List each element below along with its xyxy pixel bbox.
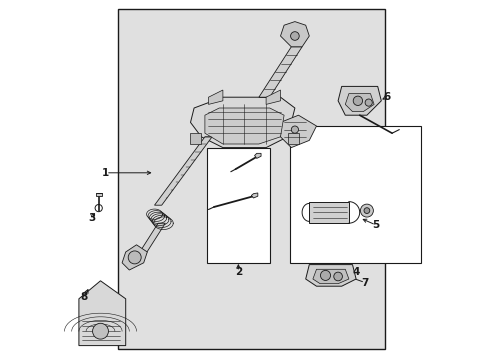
Polygon shape	[265, 90, 280, 104]
Text: 3: 3	[88, 213, 95, 223]
Bar	[118, 9, 384, 349]
Polygon shape	[133, 223, 165, 263]
Polygon shape	[337, 86, 381, 115]
Circle shape	[365, 99, 371, 106]
Polygon shape	[96, 193, 102, 196]
Bar	[206, 148, 269, 263]
Polygon shape	[204, 108, 284, 144]
Circle shape	[352, 96, 362, 105]
Polygon shape	[154, 137, 212, 205]
Polygon shape	[190, 133, 201, 144]
Polygon shape	[208, 90, 223, 104]
Text: 2: 2	[234, 267, 242, 277]
Polygon shape	[305, 265, 355, 286]
Text: 4: 4	[352, 267, 359, 277]
Polygon shape	[79, 281, 125, 346]
Polygon shape	[258, 47, 302, 97]
Polygon shape	[312, 269, 348, 284]
Circle shape	[363, 208, 369, 213]
Polygon shape	[122, 245, 147, 270]
Polygon shape	[190, 97, 294, 148]
Circle shape	[333, 272, 342, 281]
Circle shape	[128, 251, 141, 264]
Text: 8: 8	[81, 292, 88, 302]
Text: 5: 5	[371, 220, 379, 230]
Text: 7: 7	[361, 278, 368, 288]
Circle shape	[290, 32, 299, 40]
Circle shape	[291, 126, 298, 133]
Circle shape	[320, 270, 330, 280]
Bar	[289, 126, 420, 263]
Polygon shape	[280, 115, 316, 148]
Text: 6: 6	[382, 92, 389, 102]
Circle shape	[360, 204, 373, 217]
Circle shape	[92, 323, 108, 339]
Polygon shape	[251, 193, 257, 198]
Polygon shape	[309, 202, 348, 223]
Polygon shape	[254, 153, 261, 158]
Polygon shape	[345, 94, 373, 112]
Text: 1: 1	[102, 168, 109, 178]
Polygon shape	[280, 22, 309, 47]
Polygon shape	[287, 133, 298, 144]
